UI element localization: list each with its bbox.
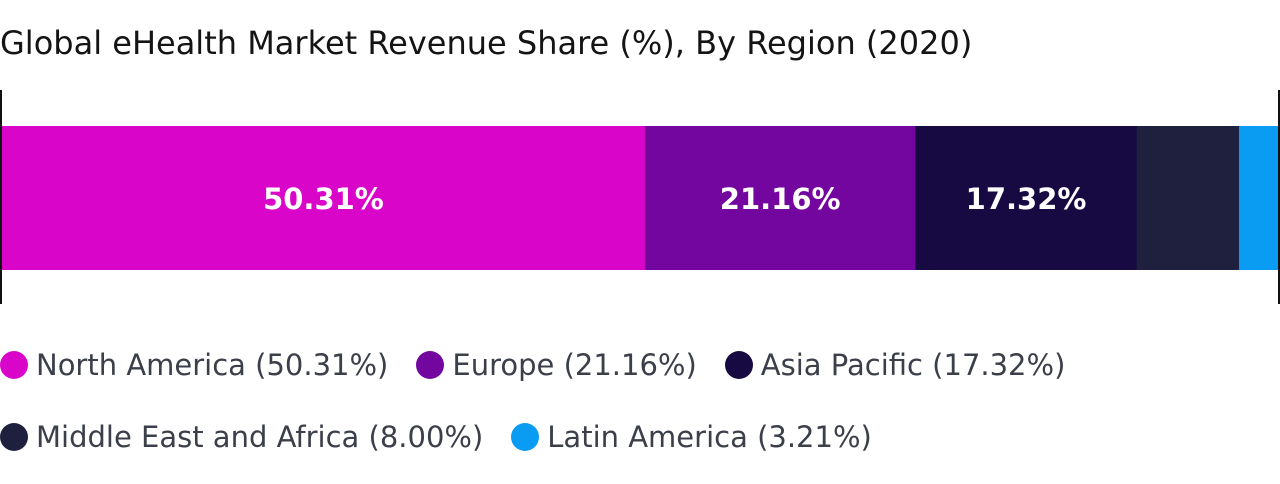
- bar-segment-latin-america: [1238, 126, 1280, 270]
- legend-item-latin-america: Latin America (3.21%): [511, 420, 872, 454]
- legend-label-latin-america: Latin America (3.21%): [547, 420, 872, 454]
- chart-legend: North America (50.31%) Europe (21.16%) A…: [0, 340, 1280, 484]
- legend-swatch-latin-america: [511, 423, 540, 451]
- legend-label-asia-pacific: Asia Pacific (17.32%): [760, 348, 1066, 382]
- legend-item-asia-pacific: Asia Pacific (17.32%): [724, 348, 1066, 382]
- bar-segment-europe: [644, 126, 916, 270]
- legend-row-2: Middle East and Africa (8.00%) Latin Ame…: [0, 412, 1280, 462]
- stacked-bar-chart: 50.31% 21.16% 17.32%: [0, 90, 1280, 304]
- data-label-asia-pacific: 17.32%: [966, 182, 1087, 216]
- legend-item-europe: Europe (21.16%): [416, 348, 697, 382]
- legend-swatch-middle-east-africa: [0, 423, 28, 451]
- legend-item-north-america: North America (50.31%): [0, 348, 388, 382]
- legend-swatch-asia-pacific: [724, 351, 753, 379]
- legend-label-europe: Europe (21.16%): [452, 348, 697, 382]
- legend-swatch-europe: [416, 351, 445, 379]
- bar-segment-middle-east-and-africa: [1136, 126, 1240, 270]
- data-label-north-america: 50.31%: [263, 182, 384, 216]
- data-label-europe: 21.16%: [720, 182, 841, 216]
- legend-swatch-north-america: [0, 351, 28, 379]
- legend-label-north-america: North America (50.31%): [36, 348, 389, 382]
- chart-title: Global eHealth Market Revenue Share (%),…: [0, 24, 973, 62]
- legend-row-1: North America (50.31%) Europe (21.16%) A…: [0, 340, 1280, 390]
- bar-segment-asia-pacific: [915, 126, 1138, 270]
- legend-item-middle-east-africa: Middle East and Africa (8.00%): [0, 420, 483, 454]
- bar-segment-north-america: [2, 126, 646, 270]
- legend-label-middle-east-africa: Middle East and Africa (8.00%): [36, 420, 484, 454]
